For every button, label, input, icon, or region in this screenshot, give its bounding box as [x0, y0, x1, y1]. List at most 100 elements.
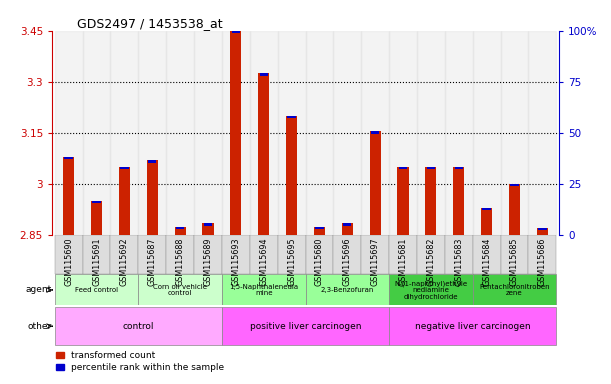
Bar: [82, 31, 111, 235]
Text: GSM115697: GSM115697: [371, 237, 379, 286]
Bar: [483, 208, 491, 210]
Bar: [148, 160, 156, 162]
Bar: [92, 201, 101, 204]
Bar: [260, 73, 268, 76]
Bar: [176, 227, 185, 229]
Bar: [119, 167, 130, 235]
Bar: [473, 31, 500, 235]
Legend: transformed count, percentile rank within the sample: transformed count, percentile rank withi…: [56, 351, 224, 372]
FancyBboxPatch shape: [138, 235, 166, 274]
Text: GSM115683: GSM115683: [454, 237, 463, 286]
Bar: [445, 31, 473, 235]
Bar: [370, 131, 381, 235]
Bar: [222, 31, 250, 235]
Bar: [361, 31, 389, 235]
Bar: [232, 31, 240, 33]
FancyBboxPatch shape: [417, 235, 445, 274]
Bar: [91, 201, 102, 235]
Text: Pentachloronitroben
zene: Pentachloronitroben zene: [479, 284, 550, 296]
Bar: [286, 116, 297, 235]
Text: other: other: [27, 322, 51, 331]
Bar: [250, 31, 277, 235]
Text: GSM115695: GSM115695: [287, 237, 296, 286]
FancyBboxPatch shape: [250, 235, 277, 274]
Bar: [510, 184, 519, 186]
FancyBboxPatch shape: [138, 275, 222, 305]
FancyBboxPatch shape: [473, 235, 500, 274]
Text: Corn oil vehicle
control: Corn oil vehicle control: [153, 284, 207, 296]
Bar: [343, 223, 351, 226]
Bar: [63, 157, 74, 235]
Bar: [120, 167, 128, 169]
Bar: [204, 223, 212, 226]
FancyBboxPatch shape: [334, 235, 361, 274]
Bar: [55, 31, 82, 235]
Bar: [371, 131, 379, 134]
FancyBboxPatch shape: [361, 235, 389, 274]
Bar: [202, 223, 214, 235]
FancyBboxPatch shape: [473, 275, 556, 305]
Bar: [175, 227, 186, 235]
Bar: [481, 208, 492, 235]
Bar: [194, 31, 222, 235]
Bar: [306, 31, 334, 235]
Bar: [397, 167, 409, 235]
FancyBboxPatch shape: [277, 235, 306, 274]
Text: GSM115691: GSM115691: [92, 237, 101, 286]
FancyBboxPatch shape: [82, 235, 111, 274]
Bar: [111, 31, 138, 235]
Bar: [147, 160, 158, 235]
Text: 1,5-Naphthalenedia
mine: 1,5-Naphthalenedia mine: [229, 284, 298, 296]
Bar: [509, 184, 520, 235]
FancyBboxPatch shape: [306, 275, 389, 305]
FancyBboxPatch shape: [389, 308, 556, 345]
Bar: [453, 167, 464, 235]
Text: GSM115682: GSM115682: [426, 237, 436, 286]
Bar: [315, 227, 324, 229]
Bar: [314, 227, 325, 235]
Bar: [230, 31, 241, 235]
FancyBboxPatch shape: [222, 275, 306, 305]
Bar: [258, 73, 269, 235]
Bar: [538, 228, 546, 230]
Text: GSM115687: GSM115687: [148, 237, 157, 286]
FancyBboxPatch shape: [529, 235, 556, 274]
Text: agent: agent: [25, 285, 51, 295]
Text: GSM115688: GSM115688: [175, 237, 185, 286]
FancyBboxPatch shape: [222, 235, 250, 274]
FancyBboxPatch shape: [55, 308, 222, 345]
Bar: [455, 167, 463, 169]
FancyBboxPatch shape: [111, 235, 138, 274]
Text: GDS2497 / 1453538_at: GDS2497 / 1453538_at: [78, 17, 223, 30]
Text: negative liver carcinogen: negative liver carcinogen: [415, 322, 530, 331]
FancyBboxPatch shape: [389, 235, 417, 274]
Text: GSM115681: GSM115681: [398, 237, 408, 286]
Bar: [537, 228, 548, 235]
Text: GSM115680: GSM115680: [315, 237, 324, 286]
Bar: [65, 157, 73, 159]
Text: N-(1-naphthyl)ethyle
nediamine
dihydrochloride: N-(1-naphthyl)ethyle nediamine dihydroch…: [394, 280, 467, 300]
Bar: [166, 31, 194, 235]
FancyBboxPatch shape: [500, 235, 529, 274]
Bar: [138, 31, 166, 235]
Bar: [425, 167, 436, 235]
Bar: [287, 116, 296, 118]
Bar: [342, 223, 353, 235]
Bar: [399, 167, 407, 169]
FancyBboxPatch shape: [389, 275, 473, 305]
Bar: [277, 31, 306, 235]
Text: GSM115696: GSM115696: [343, 237, 352, 286]
Bar: [500, 31, 529, 235]
Text: GSM115685: GSM115685: [510, 237, 519, 286]
Text: GSM115694: GSM115694: [259, 237, 268, 286]
FancyBboxPatch shape: [166, 235, 194, 274]
Bar: [389, 31, 417, 235]
Text: GSM115690: GSM115690: [64, 237, 73, 286]
FancyBboxPatch shape: [194, 235, 222, 274]
Bar: [426, 167, 435, 169]
Text: GSM115693: GSM115693: [232, 237, 240, 286]
FancyBboxPatch shape: [445, 235, 473, 274]
Bar: [417, 31, 445, 235]
FancyBboxPatch shape: [222, 308, 389, 345]
Text: GSM115689: GSM115689: [203, 237, 213, 286]
